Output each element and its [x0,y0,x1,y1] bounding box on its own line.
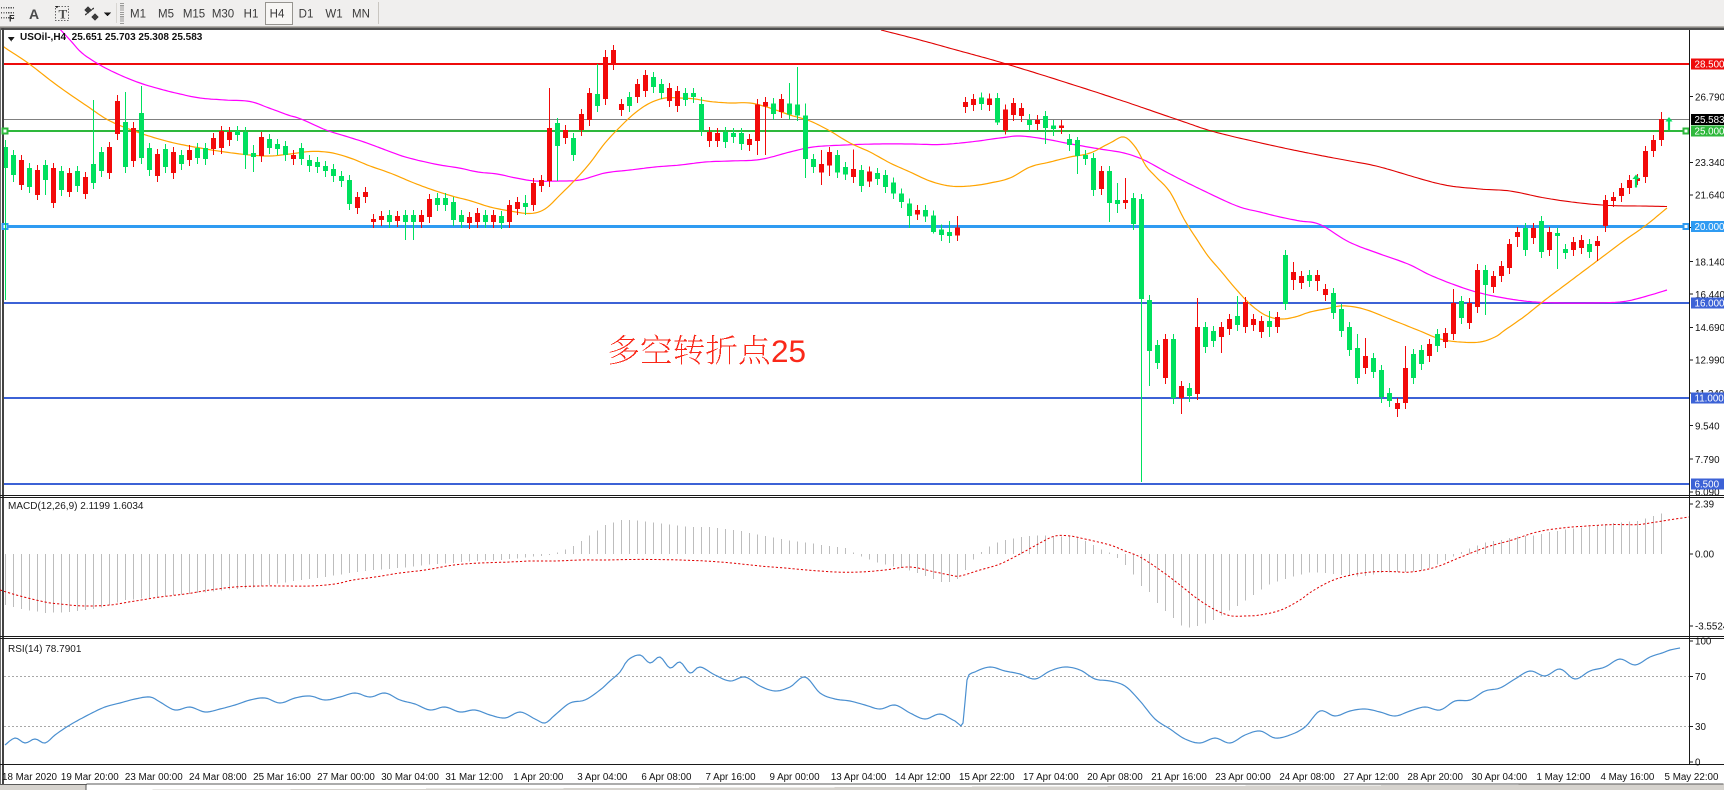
svg-text:5 May 22:00: 5 May 22:00 [1665,772,1719,783]
svg-text:F: F [9,14,15,24]
svg-text:1 May 12:00: 1 May 12:00 [1536,772,1590,783]
svg-text:30 Apr 04:00: 30 Apr 04:00 [1472,772,1528,783]
svg-text:27 Apr 12:00: 27 Apr 12:00 [1343,772,1399,783]
svg-text:0.00: 0.00 [1695,550,1715,561]
svg-text:18.140: 18.140 [1695,257,1724,268]
svg-text:31 Mar 12:00: 31 Mar 12:00 [445,772,503,783]
svg-text:14.690: 14.690 [1695,323,1724,334]
svg-text:0: 0 [1695,758,1701,769]
svg-text:H4: H4 [270,9,285,21]
svg-text:13 Apr 04:00: 13 Apr 04:00 [831,772,887,783]
svg-text:M30: M30 [212,9,234,21]
svg-text:D1: D1 [299,9,314,21]
svg-text:20.000: 20.000 [1695,222,1724,233]
svg-text:100: 100 [1695,637,1712,648]
svg-text:H1: H1 [244,9,259,21]
svg-text:30: 30 [1695,722,1706,733]
svg-text:25.000: 25.000 [1695,127,1724,138]
svg-text:23 Apr 00:00: 23 Apr 00:00 [1215,772,1271,783]
svg-text:25.583: 25.583 [1695,115,1724,126]
svg-text:2.39: 2.39 [1695,500,1714,511]
svg-text:25 Mar 16:00: 25 Mar 16:00 [253,772,311,783]
svg-text:7.790: 7.790 [1695,455,1720,466]
svg-text:14 Apr 12:00: 14 Apr 12:00 [895,772,951,783]
svg-text:T: T [59,7,68,22]
svg-text:18 Mar 2020: 18 Mar 2020 [2,772,58,783]
svg-text:70: 70 [1695,672,1706,683]
svg-text:30 Mar 04:00: 30 Mar 04:00 [381,772,439,783]
svg-text:16.440: 16.440 [1695,290,1724,301]
svg-text:21.640: 21.640 [1695,191,1724,202]
svg-text:3 Apr 04:00: 3 Apr 04:00 [577,772,628,783]
svg-text:9.540: 9.540 [1695,421,1720,432]
svg-text:M15: M15 [183,9,205,21]
svg-text:6.500: 6.500 [1695,480,1720,491]
svg-text:24 Apr 08:00: 24 Apr 08:00 [1279,772,1335,783]
svg-text:MN: MN [352,9,370,21]
svg-text:16.000: 16.000 [1695,299,1724,310]
svg-text:28.500: 28.500 [1695,60,1724,71]
svg-text:23.340: 23.340 [1695,158,1724,169]
svg-text:M5: M5 [158,9,174,21]
svg-text:27 Mar 00:00: 27 Mar 00:00 [317,772,375,783]
svg-text:4 May 16:00: 4 May 16:00 [1600,772,1654,783]
svg-text:12.990: 12.990 [1695,356,1724,367]
svg-text:1 Apr 20:00: 1 Apr 20:00 [513,772,564,783]
svg-text:28 Apr 20:00: 28 Apr 20:00 [1407,772,1463,783]
svg-text:11.000: 11.000 [1695,394,1724,405]
svg-text:19 Mar 20:00: 19 Mar 20:00 [61,772,119,783]
svg-text:6.090: 6.090 [1695,488,1720,499]
svg-text:A: A [29,6,39,22]
svg-text:M1: M1 [130,9,146,21]
svg-text:15 Apr 22:00: 15 Apr 22:00 [959,772,1015,783]
svg-text:20 Apr 08:00: 20 Apr 08:00 [1087,772,1143,783]
svg-text:21 Apr 16:00: 21 Apr 16:00 [1151,772,1207,783]
svg-text:17 Apr 04:00: 17 Apr 04:00 [1023,772,1079,783]
svg-text:9 Apr 00:00: 9 Apr 00:00 [769,772,820,783]
svg-text:W1: W1 [325,9,342,21]
svg-text:23 Mar 00:00: 23 Mar 00:00 [125,772,183,783]
svg-text:6 Apr 08:00: 6 Apr 08:00 [641,772,692,783]
svg-text:25: 25 [771,333,806,369]
svg-text:24 Mar 08:00: 24 Mar 08:00 [189,772,247,783]
svg-text:USOil-,H4 25.651 25.703 25.30: USOil-,H4 25.651 25.703 25.308 25.583 [20,32,203,43]
svg-text:-3.5524: -3.5524 [1695,622,1724,633]
svg-text:7 Apr 16:00: 7 Apr 16:00 [705,772,756,783]
svg-text:MACD(12,26,9) 2.1199 1.6034: MACD(12,26,9) 2.1199 1.6034 [8,501,144,512]
svg-text:RSI(14) 78.7901: RSI(14) 78.7901 [8,644,82,655]
svg-text:26.790: 26.790 [1695,92,1724,103]
